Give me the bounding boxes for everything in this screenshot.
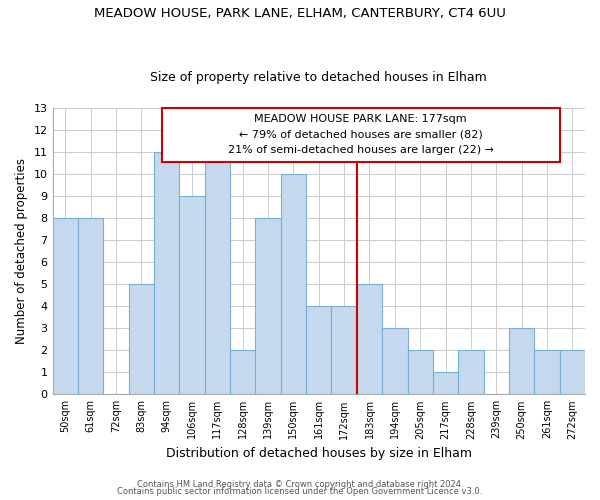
- Bar: [407, 350, 433, 395]
- Text: Contains public sector information licensed under the Open Government Licence v3: Contains public sector information licen…: [118, 487, 482, 496]
- Bar: [53, 218, 78, 394]
- Bar: [534, 350, 560, 395]
- Bar: [230, 350, 256, 395]
- Bar: [433, 372, 458, 394]
- Bar: [179, 196, 205, 394]
- Bar: [560, 350, 585, 395]
- Text: MEADOW HOUSE PARK LANE: 177sqm: MEADOW HOUSE PARK LANE: 177sqm: [254, 114, 467, 124]
- Bar: [128, 284, 154, 395]
- Bar: [357, 284, 382, 395]
- FancyBboxPatch shape: [161, 108, 560, 162]
- Y-axis label: Number of detached properties: Number of detached properties: [15, 158, 28, 344]
- Bar: [256, 218, 281, 394]
- Text: ← 79% of detached houses are smaller (82): ← 79% of detached houses are smaller (82…: [239, 129, 482, 139]
- Text: 21% of semi-detached houses are larger (22) →: 21% of semi-detached houses are larger (…: [227, 144, 494, 154]
- Bar: [458, 350, 484, 395]
- Bar: [306, 306, 331, 394]
- Bar: [281, 174, 306, 394]
- Text: Contains HM Land Registry data © Crown copyright and database right 2024.: Contains HM Land Registry data © Crown c…: [137, 480, 463, 489]
- X-axis label: Distribution of detached houses by size in Elham: Distribution of detached houses by size …: [166, 447, 472, 460]
- Bar: [154, 152, 179, 394]
- Bar: [382, 328, 407, 394]
- Bar: [205, 152, 230, 394]
- Bar: [331, 306, 357, 394]
- Bar: [78, 218, 103, 394]
- Title: Size of property relative to detached houses in Elham: Size of property relative to detached ho…: [151, 70, 487, 84]
- Bar: [509, 328, 534, 394]
- Text: MEADOW HOUSE, PARK LANE, ELHAM, CANTERBURY, CT4 6UU: MEADOW HOUSE, PARK LANE, ELHAM, CANTERBU…: [94, 8, 506, 20]
